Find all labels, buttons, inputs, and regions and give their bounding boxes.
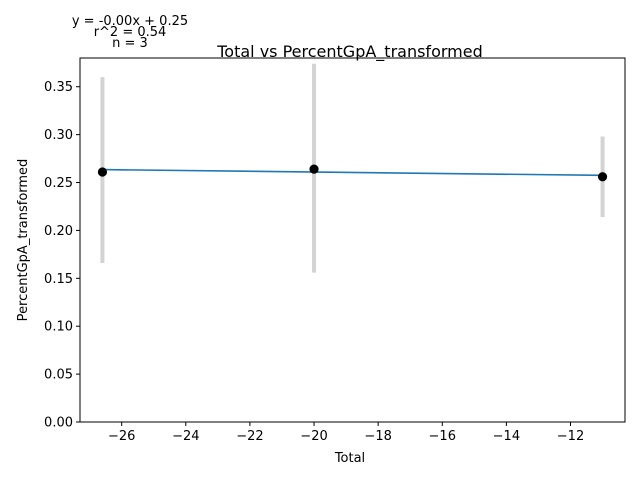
plot-area [97,63,608,273]
y-tick-label: 0.35 [44,80,73,95]
x-axis: −26 −24 −22 −20 −18 −16 −14 −12 [108,422,584,444]
x-tick-label: −26 [108,429,135,444]
data-point-0 [97,167,108,177]
annotation-equation: y = -0.00x + 0.25 [72,14,188,29]
y-tick-label: 0.05 [44,368,73,383]
x-tick-label: −16 [429,429,456,444]
x-tick-label: −14 [493,429,520,444]
y-tick-label: 0.20 [44,224,73,239]
fit-line [102,168,603,177]
y-tick-label: 0.25 [44,176,73,191]
x-axis-label: Total [334,451,365,466]
y-axis: 0.00 0.05 0.10 0.15 0.20 0.25 0.30 0.35 [44,80,80,431]
y-tick-label: 0.10 [44,320,73,335]
x-tick-label: −12 [557,429,584,444]
chart-title: Total vs PercentGpA_transformed [216,42,482,62]
x-tick-label: −22 [236,429,263,444]
data-point-2 [597,172,608,182]
plot-frame [79,57,626,423]
y-tick-label: 0.00 [44,416,73,431]
y-tick-label: 0.15 [44,272,73,287]
y-tick-label: 0.30 [44,128,73,143]
annotation-r2: r^2 = 0.54 [94,25,167,40]
x-tick-label: −24 [172,429,199,444]
y-axis-label: PercentGpA_transformed [16,159,31,322]
annotation-n: n = 3 [112,36,148,51]
x-tick-label: −20 [300,429,327,444]
x-tick-label: −18 [364,429,391,444]
data-point-1 [309,164,319,174]
